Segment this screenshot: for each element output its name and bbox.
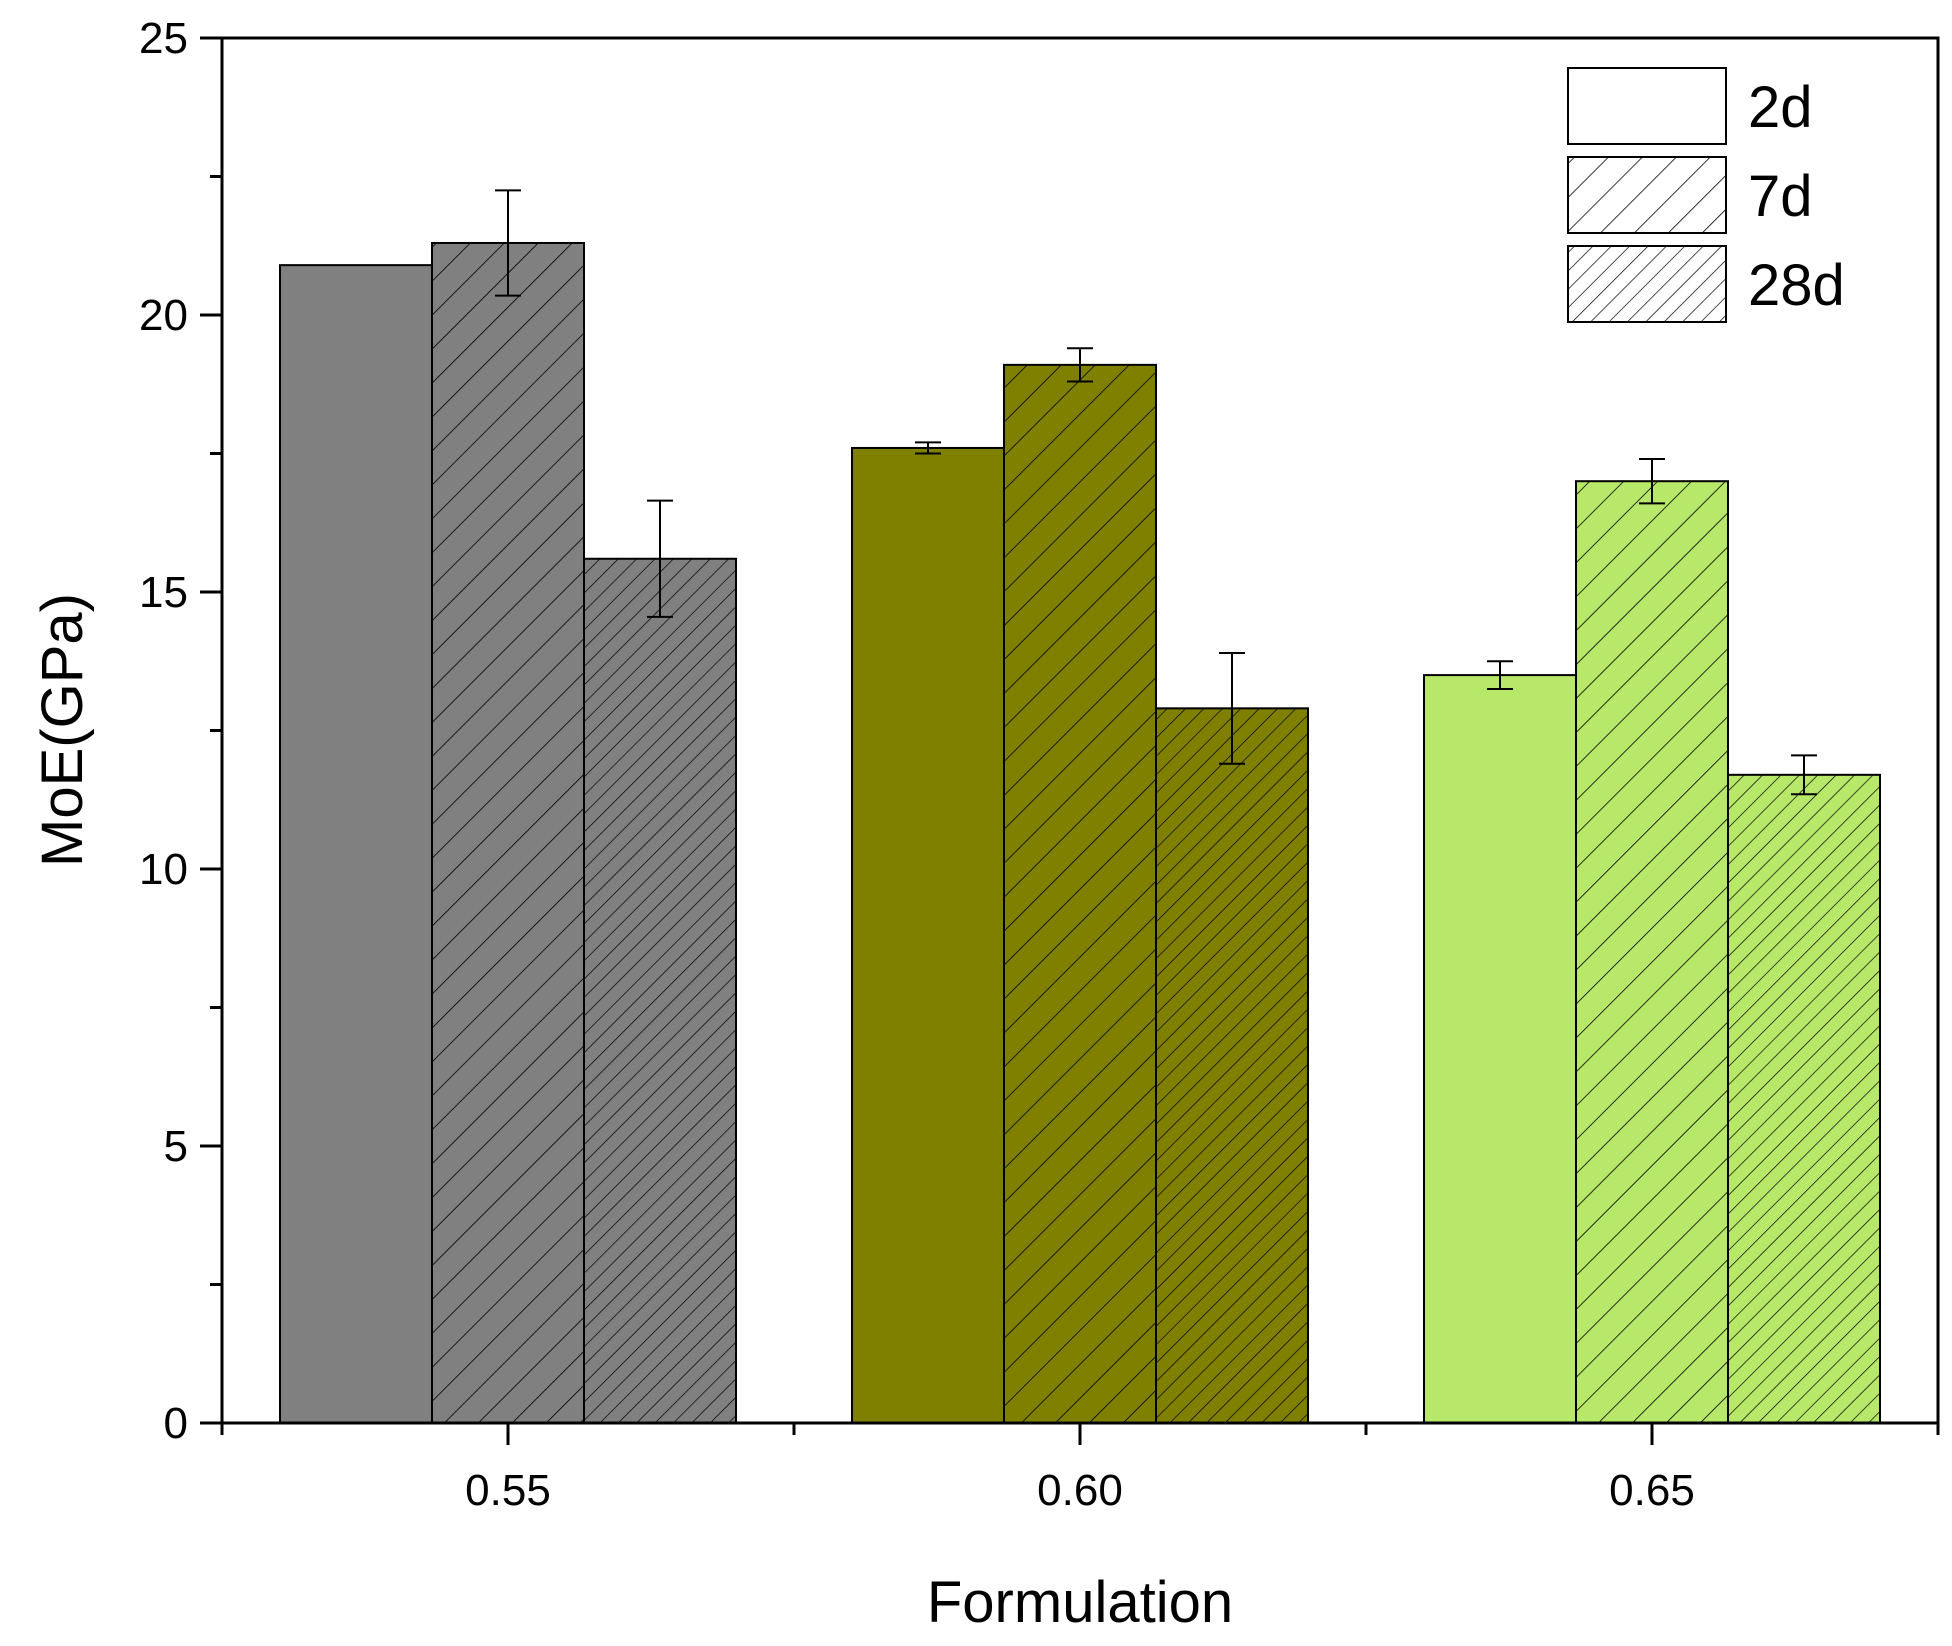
legend-label-7d: 7d xyxy=(1748,164,1813,229)
error-bar-0.55-28d xyxy=(647,499,673,618)
y-tick-label: 10 xyxy=(139,845,188,894)
bar-0.55-2d xyxy=(279,264,433,1424)
bar-hatch-0.60-7d xyxy=(1004,364,1156,1423)
bars-layer xyxy=(279,241,1881,1425)
x-tick-label-0.65: 0.65 xyxy=(1609,1466,1695,1515)
x-tick-label-0.55: 0.55 xyxy=(465,1466,551,1515)
error-bar-0.60-2d xyxy=(915,441,941,455)
error-bars-layer xyxy=(495,189,1817,796)
legend-swatch-2d xyxy=(1567,67,1727,145)
bar-hatch-0.60-28d xyxy=(1156,708,1308,1423)
error-bar-0.55-7d xyxy=(495,189,521,297)
error-bar-0.60-28d xyxy=(1219,651,1245,765)
error-bar-0.65-28d xyxy=(1791,754,1817,796)
legend-label-28d: 28d xyxy=(1748,253,1845,318)
x-tick-label-0.60: 0.60 xyxy=(1037,1466,1123,1515)
y-tick-label: 15 xyxy=(139,568,188,617)
y-axis: 0 5 10 15 20 25 xyxy=(139,14,224,1448)
legend-item-28d: 28d xyxy=(1567,245,1845,323)
bar-0.65-2d xyxy=(1423,674,1577,1424)
legend: 2d 7d 28d xyxy=(1567,67,1845,323)
bar-hatch-0.55-28d xyxy=(584,558,736,1423)
bar-hatch-0.55-7d xyxy=(432,242,584,1424)
error-bar-0.60-7d xyxy=(1067,347,1093,383)
bar-0.60-2d xyxy=(851,446,1005,1424)
legend-label-2d: 2d xyxy=(1748,75,1813,140)
y-tick-label: 0 xyxy=(164,1399,188,1448)
y-axis-title: MoE(GPa) xyxy=(30,593,95,867)
x-axis-title: Formulation xyxy=(927,1570,1233,1635)
y-tick-label: 25 xyxy=(139,14,188,63)
y-tick-label: 20 xyxy=(139,291,188,340)
error-bar-0.65-7d xyxy=(1639,458,1665,505)
legend-item-2d: 2d xyxy=(1567,67,1813,145)
legend-item-7d: 7d xyxy=(1567,156,1813,234)
bar-hatch-0.65-28d xyxy=(1728,774,1880,1423)
bar-hatch-0.65-7d xyxy=(1576,481,1728,1423)
error-bar-0.65-2d xyxy=(1487,660,1513,690)
y-tick-label: 5 xyxy=(164,1122,188,1171)
x-axis: 0.55 0.60 0.65 xyxy=(220,1421,1940,1515)
